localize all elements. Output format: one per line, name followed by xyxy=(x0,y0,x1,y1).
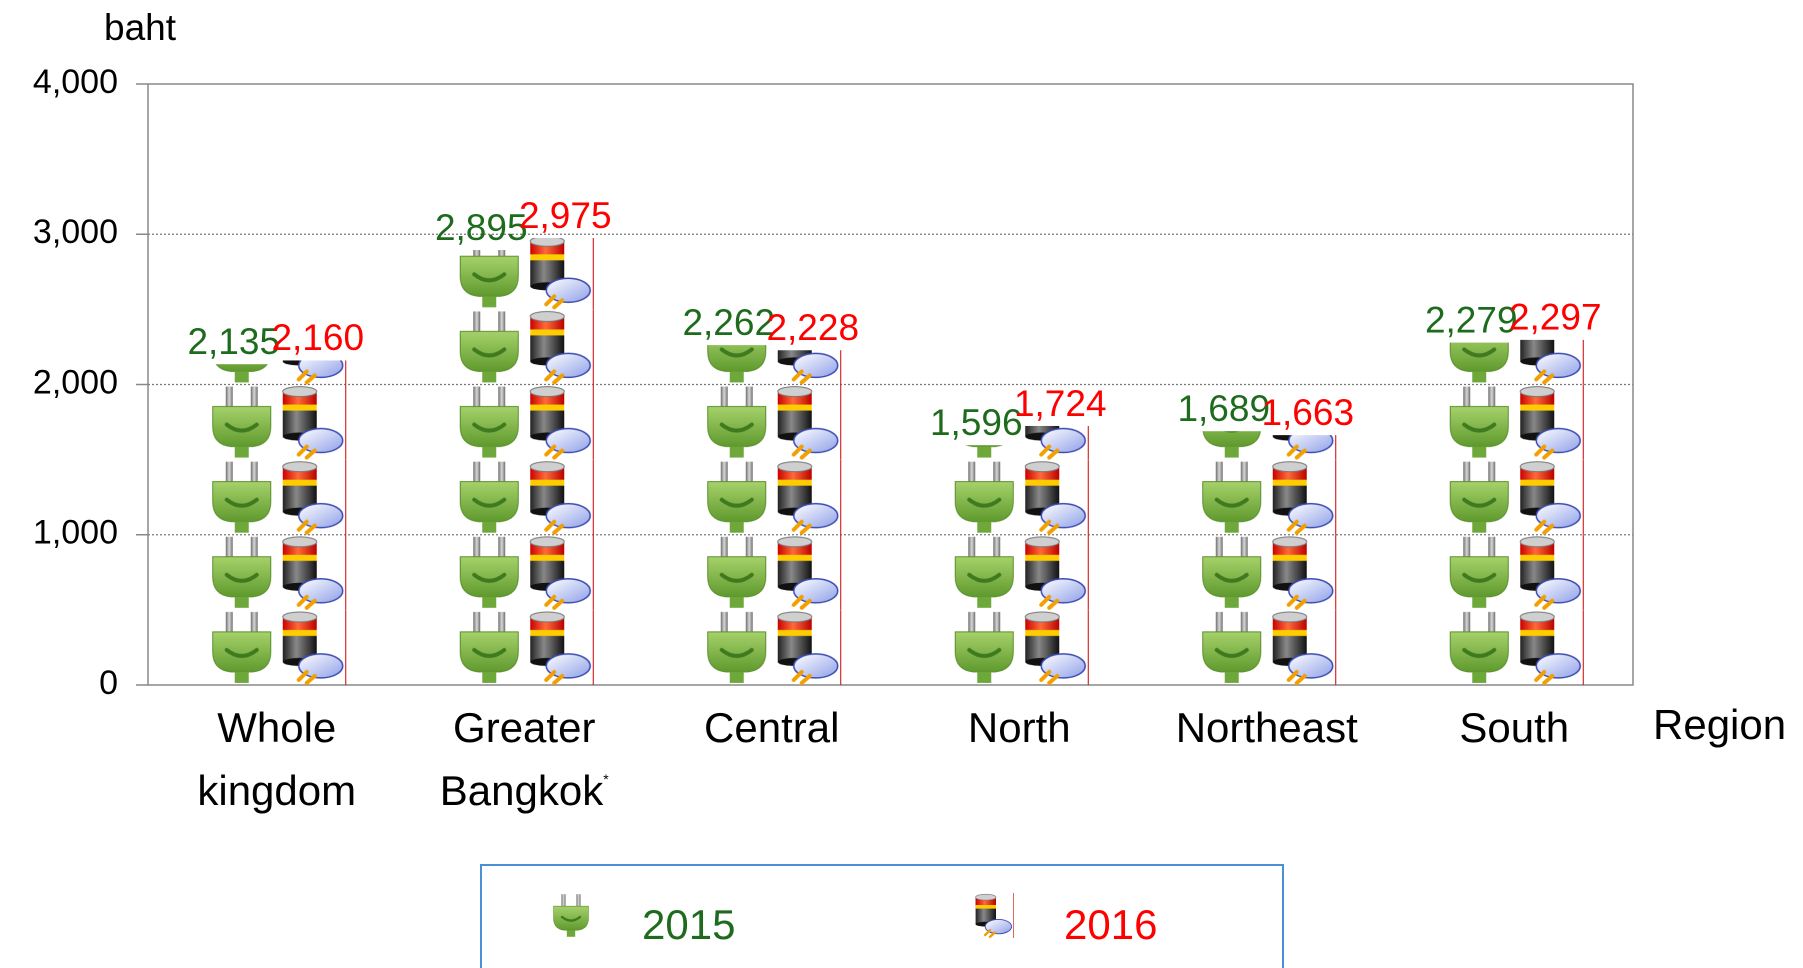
value-label: 2,975 xyxy=(519,195,612,236)
pictograph-bar xyxy=(1019,425,1090,685)
pictograph-bar xyxy=(1444,342,1515,685)
pictograph-bar xyxy=(454,250,525,685)
y-tick-label: 2,000 xyxy=(33,363,118,401)
y-tick-label: 4,000 xyxy=(33,63,118,101)
x-tick-label: Northeast xyxy=(1176,704,1358,751)
plot-frame xyxy=(147,83,1634,686)
pictograph-bar xyxy=(276,360,347,685)
value-label: 1,689 xyxy=(1177,388,1270,429)
legend-icon xyxy=(973,893,1016,938)
value-label: 1,663 xyxy=(1261,392,1354,433)
value-label: 2,135 xyxy=(187,321,280,362)
pictograph-bar xyxy=(771,350,842,685)
legend-label: 2016 xyxy=(1064,901,1157,948)
x-tick-label: South xyxy=(1459,704,1569,751)
pictograph-bar xyxy=(1196,431,1267,685)
value-label: 2,895 xyxy=(435,207,528,248)
pictograph-bar xyxy=(524,238,595,685)
legend-icon xyxy=(551,893,591,938)
pictograph-bar xyxy=(701,345,772,685)
y-tick-label: 0 xyxy=(99,664,118,702)
pictograph-bar xyxy=(1266,435,1337,685)
pictograph-bar xyxy=(949,445,1020,685)
value-label: 1,596 xyxy=(930,402,1023,443)
legend-label: 2015 xyxy=(642,901,735,948)
y-axis-label: baht xyxy=(104,7,177,48)
x-tick-label: Whole kingdom xyxy=(197,704,356,814)
value-label: 1,724 xyxy=(1014,383,1107,424)
x-tick-label: Central xyxy=(704,704,839,751)
pictograph-bar xyxy=(206,364,277,685)
x-tick-label: North xyxy=(968,704,1071,751)
y-tick-label: 1,000 xyxy=(33,514,118,552)
x-tick-label: Greater Bangkok* xyxy=(440,704,609,814)
value-label: 2,160 xyxy=(271,317,364,358)
value-label: 2,228 xyxy=(766,307,859,348)
x-axis-label: Region xyxy=(1653,701,1786,748)
legend-box xyxy=(480,864,1284,968)
value-label: 2,297 xyxy=(1509,297,1602,338)
value-label: 2,279 xyxy=(1425,299,1518,340)
y-tick-label: 3,000 xyxy=(33,213,118,251)
pictograph-bar xyxy=(1514,339,1585,685)
value-label: 2,262 xyxy=(682,302,775,343)
